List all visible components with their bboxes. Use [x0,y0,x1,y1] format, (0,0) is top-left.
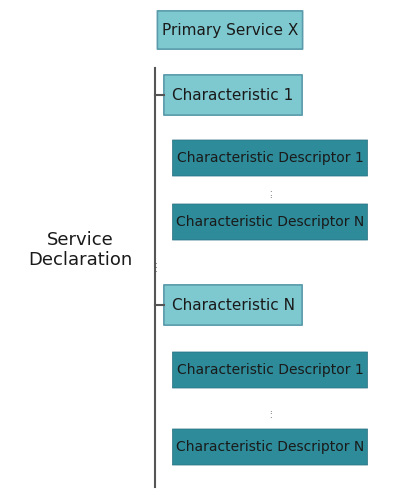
Text: .: . [269,188,271,198]
Text: Characteristic Descriptor N: Characteristic Descriptor N [176,440,364,454]
FancyBboxPatch shape [158,11,303,49]
Text: .: . [269,186,271,194]
Text: .: . [154,256,156,266]
Text: .: . [154,260,156,270]
Text: .: . [154,264,156,274]
Text: Characteristic N: Characteristic N [172,298,294,312]
Text: .: . [269,408,271,416]
FancyBboxPatch shape [172,140,368,176]
Text: .: . [269,192,271,200]
Text: Primary Service X: Primary Service X [162,22,298,38]
Text: .: . [269,404,271,413]
FancyBboxPatch shape [164,75,302,115]
FancyBboxPatch shape [172,429,368,465]
Text: Characteristic Descriptor N: Characteristic Descriptor N [176,215,364,229]
Text: Characteristic Descriptor 1: Characteristic Descriptor 1 [177,151,363,165]
FancyBboxPatch shape [172,352,368,388]
Text: .: . [269,410,271,420]
Text: Characteristic Descriptor 1: Characteristic Descriptor 1 [177,363,363,377]
FancyBboxPatch shape [172,204,368,240]
Text: Service
Declaration: Service Declaration [28,230,132,270]
Text: Characteristic 1: Characteristic 1 [172,88,294,102]
FancyBboxPatch shape [164,285,302,325]
